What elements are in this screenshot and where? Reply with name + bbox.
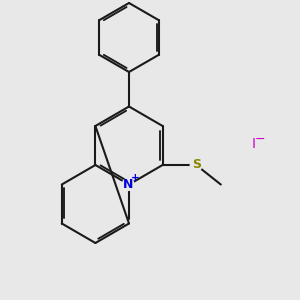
- Text: N: N: [123, 178, 133, 191]
- Text: S: S: [192, 158, 201, 172]
- Circle shape: [122, 178, 135, 191]
- Text: −: −: [255, 133, 266, 146]
- Text: +: +: [131, 173, 140, 183]
- Circle shape: [190, 158, 203, 172]
- Text: I: I: [251, 137, 256, 151]
